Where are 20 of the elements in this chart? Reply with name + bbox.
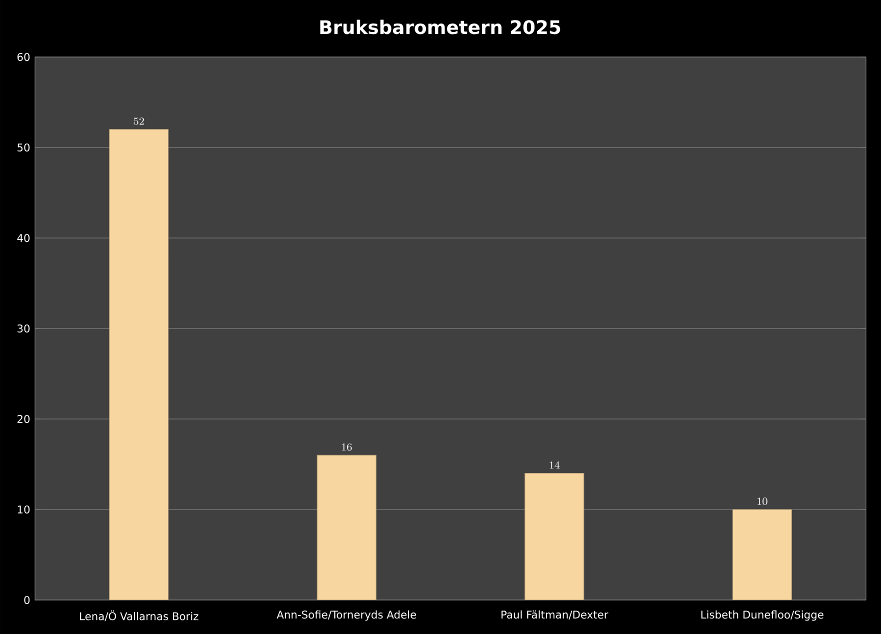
bar — [524, 473, 584, 600]
data-label: 52 — [134, 118, 144, 125]
y-tick-label: 50 — [18, 143, 30, 152]
data-label: 10 — [757, 498, 768, 506]
data-label: 16 — [342, 443, 352, 451]
x-tick-label: Lena/Ö Vallarnas Boriz — [80, 610, 198, 622]
bar — [732, 509, 792, 600]
y-tick-label: 20 — [18, 414, 30, 424]
x-tick-label: Ann-Sofie/Torneryds Adele — [276, 610, 416, 621]
x-tick-label: Lisbeth Dunefloo/Sigge — [701, 610, 824, 621]
chart-title: Bruksbarometern 2025 — [320, 20, 560, 34]
x-tick-label: Paul Fältman/Dexter — [502, 610, 608, 620]
y-tick-label: 10 — [18, 505, 30, 514]
bar — [109, 129, 169, 600]
bar — [316, 454, 376, 600]
y-tick-label: 40 — [17, 234, 30, 242]
data-label: 14 — [550, 461, 560, 469]
y-tick-label: 60 — [17, 52, 30, 62]
y-tick-label: 30 — [18, 324, 30, 333]
y-tick-label: 0 — [24, 596, 30, 604]
